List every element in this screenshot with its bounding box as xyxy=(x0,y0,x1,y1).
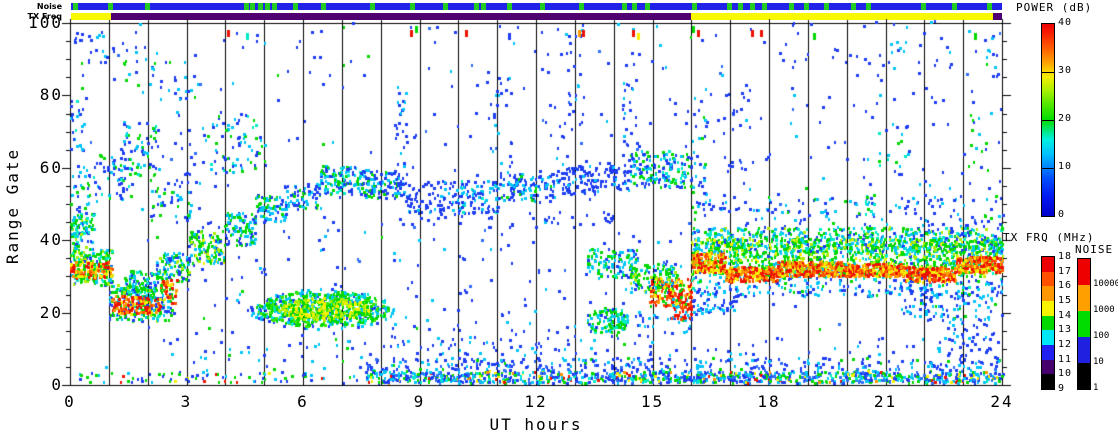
noise-strip-mark xyxy=(788,3,794,10)
x-tick-label: 9 xyxy=(413,392,426,411)
noise-strip-mark xyxy=(540,3,546,10)
noise-strip-mark xyxy=(292,3,298,10)
txfrq-bar-tick-label: 16 xyxy=(1058,280,1073,292)
y-tick-label: 40 xyxy=(39,230,63,250)
power-colorbar-divider xyxy=(1042,72,1054,73)
power-bar-title: POWER (dB) xyxy=(1016,1,1093,14)
x-tick-label: 12 xyxy=(524,392,548,411)
noise-strip-mark xyxy=(823,3,829,10)
power-bar-tick-label: 20 xyxy=(1058,113,1073,124)
x-tick-label: 3 xyxy=(180,392,193,411)
noise-strip-mark xyxy=(258,3,263,10)
txfrq-colorbar-block xyxy=(1042,301,1054,316)
noise-bar-tick-label: 100 xyxy=(1093,331,1110,341)
noise-bar-tick-label: 1000 xyxy=(1093,305,1115,315)
noise-strip-mark xyxy=(738,3,744,10)
power-colorbar xyxy=(1041,23,1055,217)
txfrq-bar-tick-label: 14 xyxy=(1058,309,1073,321)
txfrq-colorbar-block xyxy=(1042,359,1054,375)
noise-strip-mark xyxy=(474,3,480,10)
noise-strip-mark xyxy=(321,3,327,10)
txfrq-bar-tick-label: 13 xyxy=(1058,324,1073,336)
noise-strip-mark xyxy=(866,3,872,10)
txfrq-colorbar-block xyxy=(1042,271,1054,287)
noise-strip-mark xyxy=(250,3,256,10)
y-tick-label: 0 xyxy=(51,375,63,394)
x-tick-label: 21 xyxy=(873,392,898,411)
noise-strip-mark xyxy=(271,3,277,10)
x-tick-label: 0 xyxy=(64,392,76,411)
x-tick-label: 24 xyxy=(990,392,1014,411)
power-bar-tick-label: 30 xyxy=(1058,65,1073,76)
noise-strip-mark xyxy=(631,3,637,10)
noise-strip-mark xyxy=(265,3,270,10)
noise-strip-mark xyxy=(804,3,810,10)
txfrq-colorbar xyxy=(1041,256,1055,390)
txfrq-bar-tick-label: 11 xyxy=(1058,353,1073,365)
txfrq-bar-title: TX FRQ (MHz) xyxy=(1003,231,1095,244)
noise-strip-mark xyxy=(243,3,249,10)
noise-colorbar-block xyxy=(1078,337,1090,363)
x-axis-title: UT hours xyxy=(489,415,583,434)
noise-strip-mark xyxy=(726,3,732,10)
noise-colorbar-block xyxy=(1078,363,1090,389)
noise-strip-mark xyxy=(107,3,113,10)
txfrq-bar-tick-label: 18 xyxy=(1058,251,1073,262)
noise-colorbar-block xyxy=(1078,259,1090,285)
noise-bar-tick-label: 10000 xyxy=(1093,279,1118,289)
noise-strip-mark xyxy=(144,3,150,10)
txfrq-bar-tick-label: 15 xyxy=(1058,295,1073,306)
noise-strip-mark xyxy=(72,3,78,10)
txfrq-colorbar-block xyxy=(1042,345,1054,360)
power-colorbar-divider xyxy=(1042,168,1054,169)
txfrq-bar-tick-label: 17 xyxy=(1058,265,1073,277)
noise-colorbar xyxy=(1077,258,1091,390)
noise-strip-mark xyxy=(579,3,585,10)
noise-strip-mark xyxy=(481,3,487,10)
txfrq-bar-tick-label: 10 xyxy=(1058,368,1073,380)
txfrq-bar-tick-label: 9 xyxy=(1058,383,1066,394)
noise-bar-tick-label: 10 xyxy=(1093,357,1104,367)
power-bar-tick-label: 0 xyxy=(1058,209,1066,220)
tx-freq-strip-label: TX Freq xyxy=(27,12,62,21)
y-tick-label: 20 xyxy=(39,302,63,322)
noise-strip-mark xyxy=(369,3,375,10)
noise-strip-mark xyxy=(507,3,513,10)
noise-strip-mark xyxy=(443,3,449,10)
noise-strip-mark xyxy=(850,3,856,10)
power-colorbar-divider xyxy=(1042,120,1054,121)
noise-strip-mark xyxy=(691,3,697,10)
txfrq-colorbar-block xyxy=(1042,330,1054,345)
txfrq-bar-tick-label: 12 xyxy=(1058,339,1073,350)
noise-strip-mark xyxy=(761,3,767,10)
noise-strip-mark xyxy=(645,3,651,10)
noise-strip-mark xyxy=(920,3,926,10)
plot-canvas xyxy=(56,9,1016,399)
noise-strip-mark xyxy=(749,3,755,10)
noise-colorbar-block xyxy=(1078,311,1090,337)
noise-strip-mark xyxy=(410,3,416,10)
y-tick-label: 80 xyxy=(39,85,63,105)
noise-strip-mark xyxy=(621,3,627,10)
noise-strip-mark xyxy=(951,3,957,10)
txfrq-colorbar-block xyxy=(1042,286,1054,301)
power-bar-tick-label: 40 xyxy=(1058,17,1073,28)
noise-strip-mark xyxy=(986,3,992,10)
txfrq-colorbar-block xyxy=(1042,315,1054,331)
noise-strip xyxy=(71,3,1002,10)
txfrq-colorbar-block xyxy=(1042,374,1054,389)
y-tick-label: 60 xyxy=(39,157,63,177)
noise-strip-label: Noise xyxy=(36,2,62,11)
txfrq-colorbar-block xyxy=(1042,257,1054,272)
x-tick-label: 18 xyxy=(757,392,781,411)
power-bar-tick-label: 10 xyxy=(1058,161,1073,172)
noise-bar-title: NOISE xyxy=(1075,243,1114,256)
x-tick-label: 15 xyxy=(640,392,665,411)
noise-colorbar-block xyxy=(1078,285,1090,311)
y-tick-label: 100 xyxy=(28,13,63,32)
x-tick-label: 6 xyxy=(297,392,309,411)
noise-bar-tick-label: 1 xyxy=(1093,383,1099,393)
